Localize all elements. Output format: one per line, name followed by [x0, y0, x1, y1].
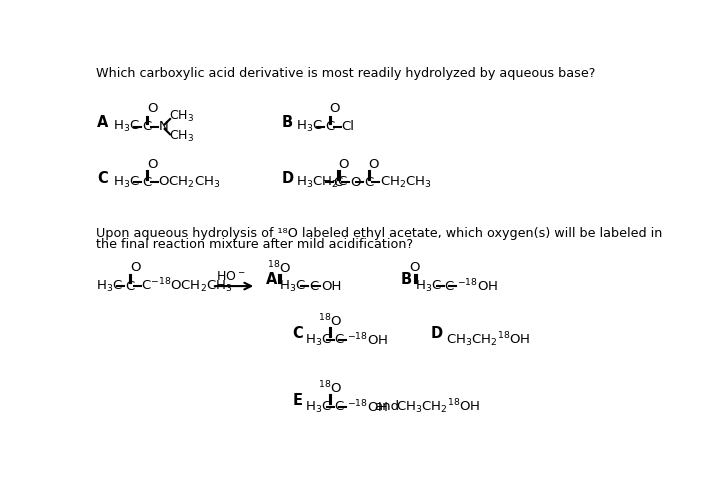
Text: $^{-18}$OH: $^{-18}$OH: [347, 399, 388, 415]
Text: B: B: [281, 115, 293, 130]
Text: $^{18}$O: $^{18}$O: [318, 313, 342, 330]
Text: Cl: Cl: [342, 120, 354, 133]
Text: CH$_3$CH$_2$$^{18}$OH: CH$_3$CH$_2$$^{18}$OH: [397, 398, 481, 416]
Text: H$_3$C: H$_3$C: [305, 332, 332, 348]
Text: H$_3$C: H$_3$C: [112, 119, 140, 134]
Text: C: C: [334, 333, 344, 347]
Text: O: O: [350, 176, 360, 189]
Text: E: E: [293, 393, 303, 409]
Text: Which carboxylic acid derivative is most readily hydrolyzed by aqueous base?: Which carboxylic acid derivative is most…: [96, 67, 595, 80]
Text: Upon aqueous hydrolysis of ¹⁸O labeled ethyl acetate, which oxygen(s) will be la: Upon aqueous hydrolysis of ¹⁸O labeled e…: [96, 227, 662, 240]
Text: CH$_2$CH$_3$: CH$_2$CH$_3$: [380, 175, 432, 190]
Text: C: C: [125, 279, 135, 293]
Text: H$_3$CH$_2$C: H$_3$CH$_2$C: [296, 175, 348, 190]
Text: $^{-18}$OH: $^{-18}$OH: [457, 278, 498, 295]
Text: C: C: [334, 401, 344, 413]
Text: OH: OH: [321, 279, 342, 293]
Text: $^{18}$O: $^{18}$O: [318, 380, 342, 397]
Text: N: N: [158, 120, 168, 133]
Text: O: O: [330, 103, 340, 115]
Text: O: O: [147, 103, 158, 115]
Text: the final reaction mixture after mild acidification?: the final reaction mixture after mild ac…: [96, 238, 413, 251]
Text: D: D: [281, 171, 294, 186]
Text: O: O: [369, 158, 379, 171]
Text: H$_3$C: H$_3$C: [96, 278, 122, 294]
Text: A: A: [97, 115, 109, 130]
Text: O: O: [147, 158, 158, 171]
Text: C: C: [293, 327, 304, 341]
Text: C: C: [309, 279, 318, 293]
Text: B: B: [401, 273, 412, 287]
Text: C: C: [142, 120, 152, 133]
Text: HO$^-$: HO$^-$: [216, 270, 246, 282]
Text: C: C: [97, 171, 108, 186]
Text: $^{-18}$OH: $^{-18}$OH: [347, 331, 388, 348]
Text: C$^{-18}$OCH$_2$CH$_3$: C$^{-18}$OCH$_2$CH$_3$: [142, 277, 233, 296]
Text: H$_3$C: H$_3$C: [415, 278, 442, 294]
Text: and: and: [374, 401, 400, 413]
Text: CH$_3$: CH$_3$: [168, 109, 193, 124]
Text: A: A: [266, 273, 277, 287]
Text: C: C: [364, 176, 373, 189]
Text: C: C: [142, 176, 152, 189]
Text: CH$_3$: CH$_3$: [168, 129, 193, 144]
Text: O: O: [410, 261, 420, 274]
Text: D: D: [430, 327, 442, 341]
Text: C: C: [445, 279, 454, 293]
Text: C: C: [325, 120, 334, 133]
Text: H$_3$C: H$_3$C: [279, 278, 306, 294]
Text: $^{18}$O: $^{18}$O: [267, 259, 291, 276]
Text: O: O: [338, 158, 349, 171]
Text: H$_3$C: H$_3$C: [305, 399, 332, 414]
Text: O: O: [130, 261, 140, 274]
Text: H$_3$C: H$_3$C: [296, 119, 322, 134]
Text: H$_3$C: H$_3$C: [112, 175, 140, 190]
Text: C: C: [334, 176, 343, 189]
Text: CH$_3$CH$_2$$^{18}$OH: CH$_3$CH$_2$$^{18}$OH: [446, 330, 531, 349]
Text: OCH$_2$CH$_3$: OCH$_2$CH$_3$: [158, 175, 221, 190]
